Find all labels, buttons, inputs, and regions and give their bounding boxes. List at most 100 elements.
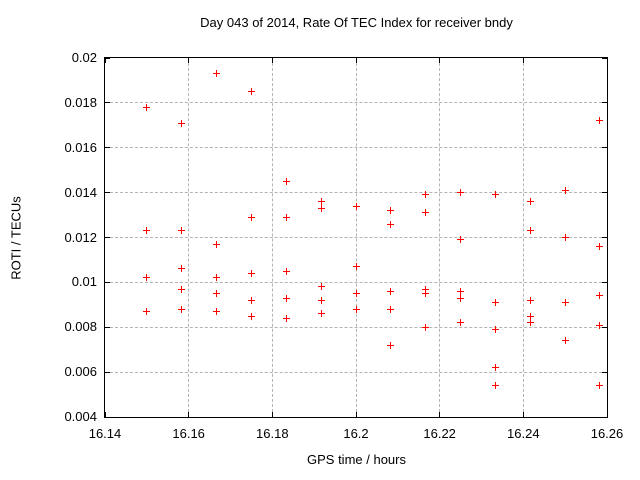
y-tick-mark [602,192,607,194]
data-point-marker [213,274,221,282]
data-point-marker [178,285,186,293]
x-tick-label: 16.16 [172,426,205,441]
data-point-marker [457,189,465,197]
y-tick-mark [105,416,110,418]
data-point-marker [247,269,255,277]
data-point-marker [247,312,255,320]
data-point-marker [143,308,151,316]
y-gridline [105,102,607,104]
y-gridline [105,281,607,283]
data-point-marker [143,227,151,235]
x-tick-label: 16.24 [507,426,540,441]
data-point-marker [143,103,151,111]
plot-area: 16.14 16.16 16.18 16.2 16.22 16.24 16.26 0.004 0… [64,50,623,441]
y-axis-title-text: ROTI / TECUs [8,196,24,280]
data-point-marker [282,294,290,302]
y-tick-mark [105,237,110,238]
x-axis-title: GPS time / hours [307,452,406,467]
x-tick-label: 16.18 [256,426,289,441]
data-point-marker [561,186,569,194]
data-point-marker [491,325,499,333]
data-point-marker [178,305,186,313]
y-tick-label: 0.01 [71,274,97,290]
data-point-marker [457,287,465,295]
x-tick-mark [606,58,608,63]
data-point-marker [143,274,151,282]
data-point-marker [213,290,221,298]
data-point-marker [352,202,360,210]
data-point-marker [317,198,325,206]
data-point-marker [491,382,499,390]
y-gridline [105,147,607,149]
x-tick-label: 16.22 [423,426,456,441]
data-point-marker [526,198,534,206]
x-tick-label: 16.26 [590,426,624,441]
data-point-marker [213,240,221,248]
x-tick-mark [271,412,273,417]
data-point-marker [282,213,290,221]
data-point-marker [247,88,255,96]
data-point-marker [491,299,499,307]
data-point-marker [178,119,186,127]
y-tick-label: 0.016 [64,139,97,155]
data-point-marker [596,321,604,329]
data-point-marker [422,290,430,298]
y-tick-mark [602,102,607,104]
data-point-marker [213,70,221,78]
data-point-marker [596,117,604,125]
data-point-marker [387,341,395,349]
data-point-marker [317,296,325,304]
data-point-marker [422,191,430,199]
data-point-marker [352,290,360,298]
data-point-marker [213,308,221,316]
data-point-marker [387,207,395,215]
x-tick-mark [439,412,441,417]
data-point-marker [282,314,290,322]
data-point-marker [491,364,499,372]
y-tick-label: 0.02 [71,50,97,65]
x-tick-mark [188,412,190,417]
data-point-marker [317,283,325,291]
x-tick-mark [522,58,524,63]
data-point-marker [422,209,430,217]
data-point-marker [178,227,186,235]
data-point-marker [596,242,604,250]
x-tick-label: 16.2 [343,426,369,441]
data-point-marker [282,267,290,275]
data-point-marker [352,263,360,271]
data-point-marker [282,177,290,185]
x-tick-mark [522,412,524,417]
data-point-marker [596,382,604,390]
y-tick-label: 0.014 [64,184,97,200]
data-point-marker [596,292,604,300]
y-gridline [105,326,607,328]
data-point-marker [457,294,465,302]
data-point-marker [561,299,569,307]
y-gridline [105,371,607,373]
y-tick-mark [602,416,607,418]
y-gridline [105,192,607,194]
data-point-marker [561,337,569,345]
data-point-marker [526,319,534,327]
data-point-marker [422,285,430,293]
y-tick-label: 0.006 [64,364,97,380]
data-point-marker [247,213,255,221]
y-tick-mark [602,237,607,238]
data-point-marker [526,312,534,320]
y-tick-mark [105,57,110,59]
x-tick-mark [188,58,190,63]
y-tick-mark [602,326,607,328]
y-tick-mark [602,371,607,373]
y-tick-label: 0.008 [64,319,97,335]
chart-title: Day 043 of 2014, Rate Of TEC Index for r… [200,15,513,30]
y-gridline [105,237,607,238]
data-point-marker [387,220,395,228]
data-point-marker [317,204,325,212]
data-point-marker [526,296,534,304]
x-tick-label: 16.14 [88,426,122,441]
data-point-marker [457,319,465,327]
y-tick-mark [105,147,110,149]
y-tick-label: 0.018 [64,94,97,110]
x-tick-mark [104,58,106,63]
